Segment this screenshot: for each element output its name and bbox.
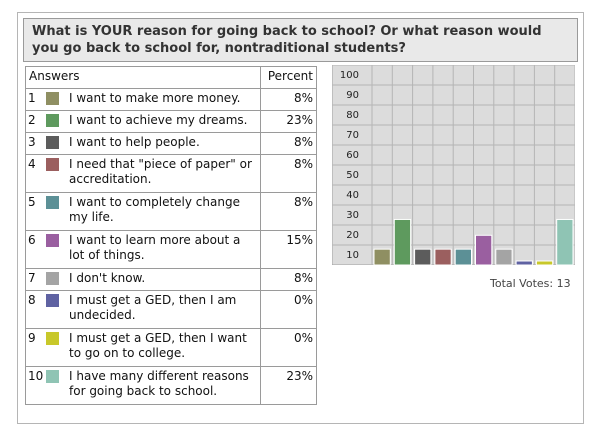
answer-percent: 0%: [260, 328, 317, 367]
answer-number: 4: [28, 157, 36, 171]
answer-number: 3: [28, 135, 36, 149]
y-tick-label: 20: [346, 230, 359, 241]
answers-body: 1 I want to make more money. 8% 2 I want to …: [24, 88, 317, 405]
answer-label: I have many different reasons for going …: [69, 369, 249, 398]
bar-9: [535, 260, 554, 265]
y-tick-label: 10: [346, 250, 359, 261]
bar-1: [373, 248, 391, 265]
answer-row: 7 I don't know. 8%: [24, 268, 317, 291]
y-tick-label: 60: [346, 150, 359, 161]
answer-number: 1: [28, 91, 36, 105]
answer-row: 1 I want to make more money. 8%: [24, 88, 317, 111]
answer-cell: 7 I don't know.: [24, 268, 262, 291]
answer-number: 2: [28, 113, 36, 127]
answer-row: 3 I want to help people. 8%: [24, 132, 317, 155]
answer-label: I need that "piece of paper" or accredit…: [69, 157, 252, 186]
answer-label: I must get a GED, then I want to go on t…: [69, 331, 247, 360]
color-swatch: [46, 272, 59, 285]
bar-6: [475, 234, 493, 265]
percent-column-header: Percent: [260, 66, 317, 89]
answer-row: 4 I need that "piece of paper" or accredi…: [24, 154, 317, 193]
y-tick-label: 80: [346, 110, 359, 121]
answer-number: 7: [28, 271, 36, 285]
answer-label: I want to completely change my life.: [69, 195, 240, 224]
answer-row: 5 I want to completely change my life. 8%: [24, 192, 317, 231]
y-tick-label: 90: [346, 90, 359, 101]
bar-8: [515, 260, 533, 265]
answer-label: I must get a GED, then I am undecided.: [69, 293, 237, 322]
answer-percent: 15%: [260, 230, 317, 269]
answer-percent: 0%: [260, 290, 317, 329]
answer-label: I don't know.: [69, 271, 146, 285]
poll-results-card: What is YOUR reason for going back to sc…: [17, 12, 584, 424]
answer-cell: 9 I must get a GED, then I want to go on …: [24, 328, 262, 367]
bar-4: [434, 248, 452, 265]
answer-cell: 2 I want to achieve my dreams.: [24, 110, 262, 133]
color-swatch: [46, 92, 59, 105]
y-tick-label: 100: [340, 70, 359, 81]
answer-cell: 5 I want to completely change my life.: [24, 192, 262, 231]
bar-7: [495, 248, 513, 265]
color-swatch: [46, 136, 59, 149]
color-swatch: [46, 294, 59, 307]
results-bar-chart: 100 90 80 70 60 50 40 30 20 10: [332, 65, 575, 265]
answer-percent: 8%: [260, 132, 317, 155]
table-header-row: Answers Percent: [24, 66, 317, 89]
answer-row: 2 I want to achieve my dreams. 23%: [24, 110, 317, 133]
y-tick-label: 50: [346, 170, 359, 181]
color-swatch: [46, 114, 59, 127]
answer-row: 8 I must get a GED, then I am undecided. 0…: [24, 290, 317, 329]
answer-row: 10 I have many different reasons for goin…: [24, 366, 317, 405]
answer-number: 9: [28, 331, 36, 345]
total-votes: Total Votes: 13: [490, 277, 571, 290]
answer-percent: 8%: [260, 154, 317, 193]
answer-number: 6: [28, 233, 36, 247]
bar-3: [414, 248, 432, 265]
answer-cell: 3 I want to help people.: [24, 132, 262, 155]
bar-2: [393, 218, 412, 265]
answer-cell: 8 I must get a GED, then I am undecided.: [24, 290, 262, 329]
answer-cell: 4 I need that "piece of paper" or accredi…: [24, 154, 262, 193]
bar-5: [454, 248, 472, 265]
color-swatch: [46, 234, 59, 247]
answer-label: I want to achieve my dreams.: [69, 113, 248, 127]
answer-number: 5: [28, 195, 36, 209]
y-tick-label: 30: [346, 210, 359, 221]
y-tick-label: 40: [346, 190, 359, 201]
bar-10: [556, 218, 574, 265]
answer-cell: 1 I want to make more money.: [24, 88, 262, 111]
answer-percent: 8%: [260, 268, 317, 291]
answer-number: 8: [28, 293, 36, 307]
answer-row: 9 I must get a GED, then I want to go on …: [24, 328, 317, 367]
answers-column-header: Answers: [24, 66, 262, 89]
color-swatch: [46, 158, 59, 171]
y-tick-label: 70: [346, 130, 359, 141]
color-swatch: [46, 332, 59, 345]
answer-cell: 10 I have many different reasons for goin…: [24, 366, 262, 405]
answer-label: I want to make more money.: [69, 91, 241, 105]
answer-percent: 8%: [260, 192, 317, 231]
answer-percent: 23%: [260, 110, 317, 133]
answer-percent: 8%: [260, 88, 317, 111]
color-swatch: [46, 196, 59, 209]
answer-label: I want to help people.: [69, 135, 200, 149]
color-swatch: [46, 370, 59, 383]
answer-cell: 6 I want to learn more about a lot of thi…: [24, 230, 262, 269]
answers-table: Answers Percent 1 I want to make more mon…: [24, 66, 317, 405]
answer-number: 10: [28, 369, 44, 383]
answer-row: 6 I want to learn more about a lot of thi…: [24, 230, 317, 269]
poll-question: What is YOUR reason for going back to sc…: [23, 18, 578, 62]
answer-label: I want to learn more about a lot of thin…: [69, 233, 241, 262]
answer-percent: 23%: [260, 366, 317, 405]
